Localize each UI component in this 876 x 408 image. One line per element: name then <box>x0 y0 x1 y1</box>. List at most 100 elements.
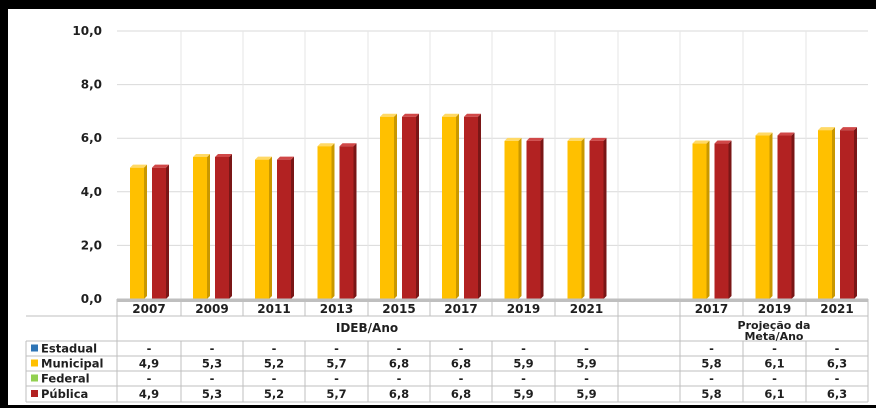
data-table-cell: - <box>709 342 714 356</box>
x-tick-label: 2019 <box>507 302 540 316</box>
x-tick-label: 2015 <box>382 302 415 316</box>
bar-side <box>854 127 857 299</box>
data-table-cell: 5,9 <box>513 357 533 371</box>
y-tick-label: 6,0 <box>81 131 102 145</box>
y-tick-label: 0,0 <box>81 292 102 306</box>
legend-label-municipal: Municipal <box>41 357 103 371</box>
data-table-cell: - <box>521 372 526 386</box>
data-table-cell: 6,3 <box>827 387 847 401</box>
bar-pública <box>714 143 729 299</box>
bar-top <box>526 137 544 141</box>
bar-side <box>456 113 459 299</box>
bar-side <box>416 113 419 299</box>
legend-swatch-federal <box>31 374 38 382</box>
data-table-cell: - <box>772 372 777 386</box>
bar-side <box>706 140 710 299</box>
data-table-cell: 5,9 <box>513 387 533 401</box>
bar-top <box>402 113 419 117</box>
bar-pública <box>215 156 229 299</box>
data-table-cell: - <box>709 372 714 386</box>
bar-municipal <box>193 156 207 299</box>
data-table-cell: - <box>772 342 777 356</box>
x-tick-label: 2021 <box>570 302 603 316</box>
bar-pública <box>589 140 604 299</box>
bar-top <box>277 156 294 160</box>
data-table-cell: 4,9 <box>139 387 159 401</box>
bar-side <box>791 132 795 299</box>
data-table-cell: - <box>584 372 589 386</box>
data-table-cell: 6,8 <box>389 387 409 401</box>
bar-top <box>255 156 272 160</box>
data-table-cell: - <box>459 342 464 356</box>
bar-side <box>207 153 210 299</box>
data-table-cell: 6,8 <box>389 357 409 371</box>
group-label-projecao-line2: Meta/Ano <box>744 330 803 343</box>
data-table-cell: 5,9 <box>576 357 596 371</box>
data-table-cell: - <box>210 372 215 386</box>
bar-pública <box>339 146 354 299</box>
data-table-cell: 6,1 <box>764 387 784 401</box>
bar-side <box>269 156 272 299</box>
data-table-cell: - <box>334 372 339 386</box>
data-table-cell: - <box>584 342 589 356</box>
legend-label-estadual: Estadual <box>41 342 97 356</box>
bar-pública <box>526 140 541 299</box>
data-table-cell: 5,3 <box>202 357 222 371</box>
data-table-cell: 5,7 <box>326 387 346 401</box>
bar-municipal <box>255 159 269 299</box>
bar-top <box>339 143 357 147</box>
group-label-ideb: IDEB/Ano <box>336 321 398 335</box>
bar-pública <box>464 116 478 299</box>
x-tick-label: 2007 <box>132 302 165 316</box>
y-tick-label: 8,0 <box>81 78 102 92</box>
bar-top <box>567 137 585 141</box>
bar-side <box>478 113 481 299</box>
bar-side <box>331 143 335 299</box>
data-table-cell: - <box>147 342 152 356</box>
data-table-cell: 6,1 <box>764 357 784 371</box>
x-tick-label: 2019 <box>758 302 791 316</box>
data-table-cell: - <box>210 342 215 356</box>
data-table-cell: - <box>459 372 464 386</box>
x-tick-label: 2011 <box>257 302 290 316</box>
bar-municipal <box>380 116 394 299</box>
bar-top <box>755 132 773 136</box>
bar-top <box>152 164 169 168</box>
data-table-cell: - <box>334 342 339 356</box>
bar-top <box>193 153 210 157</box>
data-table-cell: 4,9 <box>139 357 159 371</box>
bar-side <box>291 156 294 299</box>
bar-top <box>504 137 522 141</box>
bar-municipal <box>504 140 519 299</box>
bar-pública <box>777 135 792 299</box>
bar-top <box>380 113 397 117</box>
data-table-cell: 5,2 <box>264 387 284 401</box>
bar-top <box>464 113 481 117</box>
data-table-cell: 6,8 <box>451 357 471 371</box>
data-table-cell: - <box>397 342 402 356</box>
bar-municipal <box>130 167 144 299</box>
data-table-cell: 5,3 <box>202 387 222 401</box>
data-table-cell: 6,8 <box>451 387 471 401</box>
legend-swatch-estadual <box>31 344 38 352</box>
data-table-cell: 5,8 <box>701 357 721 371</box>
x-tick-label: 2017 <box>695 302 728 316</box>
bar-municipal <box>567 140 582 299</box>
y-tick-label: 4,0 <box>81 185 102 199</box>
bar-pública <box>152 167 166 299</box>
bar-side <box>832 127 835 299</box>
bar-top <box>818 127 835 131</box>
data-table-cell: 5,9 <box>576 387 596 401</box>
bar-top <box>840 127 857 131</box>
y-tick-label: 10,0 <box>72 24 102 38</box>
bar-side <box>394 113 397 299</box>
data-table-cell: - <box>835 372 840 386</box>
data-table-cell: 5,2 <box>264 357 284 371</box>
bar-top <box>130 164 147 168</box>
bar-side <box>166 164 169 299</box>
bar-top <box>442 113 459 117</box>
x-tick-label: 2009 <box>195 302 228 316</box>
x-tick-label: 2021 <box>820 302 853 316</box>
data-table-cell: - <box>272 372 277 386</box>
